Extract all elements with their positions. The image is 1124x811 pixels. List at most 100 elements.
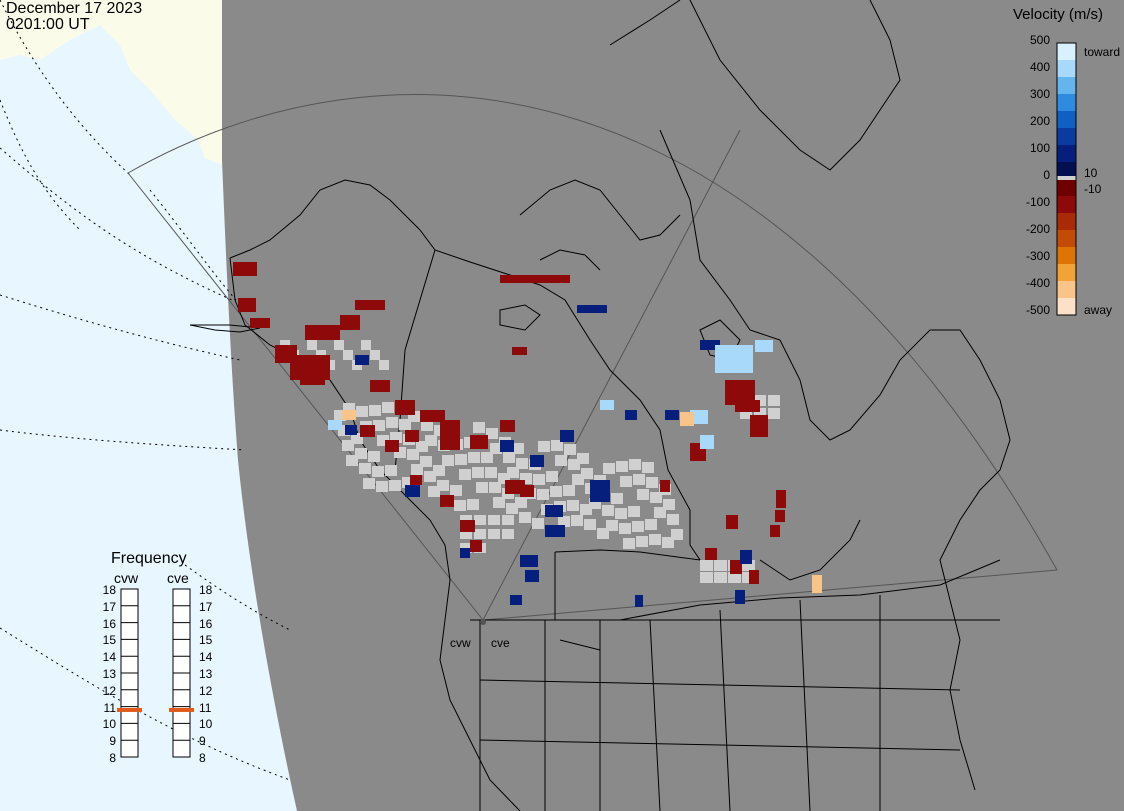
- backscatter-cell: [646, 477, 658, 488]
- velocity-color-band: [1057, 77, 1076, 95]
- velocity-tick: 100: [1029, 141, 1050, 155]
- backscatter-cell: [558, 516, 570, 527]
- backscatter-cell: [355, 300, 385, 310]
- velocity-toward-label: toward: [1084, 45, 1121, 59]
- fov-outline: [127, 94, 1058, 621]
- backscatter-cell: [560, 430, 574, 442]
- backscatter-cell: [602, 505, 614, 516]
- backscatter-cell: [530, 455, 544, 467]
- backscatter-cell: [700, 435, 714, 449]
- velocity-color-band: [1057, 247, 1076, 265]
- date-label: December 17 2023: [6, 0, 143, 17]
- velocity-tick: 200: [1029, 114, 1050, 128]
- velocity-plus-ten-label: 10: [1084, 166, 1098, 180]
- backscatter-cell: [355, 355, 369, 365]
- backscatter-cell: [649, 534, 661, 545]
- backscatter-cell: [410, 475, 422, 485]
- backscatter-cell: [563, 485, 575, 496]
- backscatter-cell: [589, 498, 601, 509]
- backscatter-cell: [454, 500, 466, 511]
- backscatter-cell: [420, 410, 445, 422]
- graticule: [0, 0, 291, 781]
- backscatter-cell: [500, 420, 515, 432]
- backscatter-cell: [405, 430, 419, 442]
- backscatter-cell: [442, 455, 454, 466]
- backscatter-cell: [633, 474, 645, 485]
- backscatter-cell: [662, 537, 674, 548]
- backscatter-cell: [390, 432, 402, 443]
- backscatter-cell: [603, 463, 615, 474]
- frequency-marker-cve: [169, 707, 194, 712]
- velocity-color-band: [1057, 60, 1076, 78]
- backscatter-cell: [637, 489, 649, 500]
- frequency-scale-label: 8: [109, 751, 116, 765]
- velocity-color-band: [1057, 298, 1076, 316]
- backscatter-cell: [474, 529, 486, 539]
- frequency-scale-label: 12: [199, 683, 213, 698]
- backscatter-cell: [486, 428, 498, 439]
- backscatter-cell: [460, 529, 472, 539]
- backscatter-cell: [625, 410, 637, 420]
- backscatter-cell: [389, 480, 401, 491]
- backscatter-cell: [645, 519, 657, 530]
- backscatter-cell: [740, 408, 752, 419]
- backscatter-cell: [660, 480, 670, 492]
- velocity-tick: -100: [1025, 195, 1050, 209]
- backscatter-cell: [512, 347, 527, 355]
- backscatter-cell: [632, 521, 644, 532]
- backscatter-cell: [473, 422, 485, 433]
- backscatter-cell: [360, 425, 375, 437]
- backscatter-cell: [399, 419, 411, 430]
- backscatter-cell: [351, 433, 363, 444]
- backscatter-cell: [538, 441, 550, 452]
- backscatter-cell: [467, 499, 479, 510]
- backscatter-cell: [382, 402, 394, 413]
- backscatter-cell: [571, 515, 583, 526]
- backscatter-cell: [768, 395, 780, 406]
- backscatter-cell: [500, 275, 570, 283]
- frequency-scale-label: 12: [102, 683, 116, 698]
- backscatter-cell: [408, 411, 420, 422]
- backscatter-cell: [665, 410, 679, 420]
- backscatter-cell: [715, 345, 753, 373]
- velocity-color-band: [1057, 213, 1076, 231]
- backscatter-cell: [342, 440, 354, 451]
- velocity-color-band: [1057, 281, 1076, 299]
- velocity-tick: 0: [1043, 168, 1050, 182]
- backscatter-cell: [460, 520, 475, 532]
- frequency-marker-cvw: [117, 707, 142, 712]
- backscatter-cell: [700, 340, 720, 350]
- backscatter-cell: [714, 560, 727, 571]
- backscatter-cell: [620, 476, 632, 487]
- backscatter-cell: [754, 408, 766, 419]
- backscatter-cell: [628, 506, 640, 517]
- backscatter-cell: [749, 570, 759, 584]
- backscatter-cell: [515, 497, 527, 508]
- backscatter-cell: [361, 340, 371, 350]
- backscatter-cell: [735, 400, 760, 412]
- backscatter-cell: [545, 525, 565, 537]
- backscatter-cell: [555, 455, 567, 466]
- backscatter-cell: [411, 464, 423, 475]
- backscatter-cell: [425, 435, 437, 446]
- backscatter-cell: [606, 520, 618, 531]
- backscatter-cell: [363, 478, 375, 489]
- frequency-gauges: [117, 588, 194, 758]
- backscatter-cell: [600, 400, 614, 410]
- backscatter-cell: [730, 560, 742, 574]
- velocity-color-band: [1057, 264, 1076, 282]
- backscatter-cell: [407, 449, 419, 460]
- backscatter-cell: [498, 473, 510, 484]
- backscatter-cell: [455, 454, 467, 465]
- backscatter-cell: [750, 415, 768, 437]
- backscatter-cell: [502, 529, 514, 539]
- backscatter-cell: [755, 340, 773, 352]
- backscatter-cell: [345, 425, 357, 435]
- velocity-title: Velocity (m/s): [1013, 6, 1104, 23]
- backscatter-cell: [700, 560, 713, 571]
- backscatter-cell: [546, 471, 558, 482]
- backscatter-cell: [623, 538, 635, 549]
- backscatter-cell: [690, 410, 708, 424]
